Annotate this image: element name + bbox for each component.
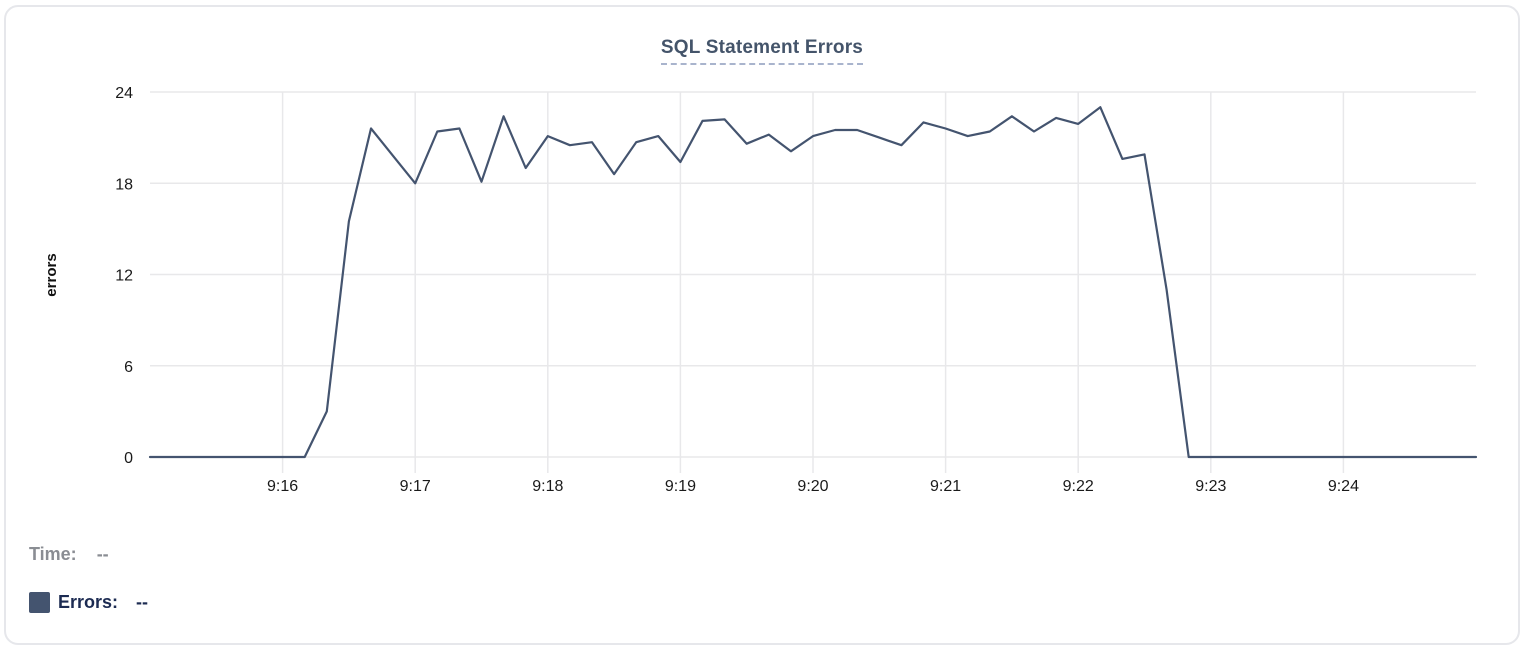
x-tick-label: 9:22 xyxy=(1063,478,1094,495)
y-tick-label: 24 xyxy=(115,85,133,102)
x-tick-label: 9:21 xyxy=(930,478,961,495)
errors-series-line[interactable] xyxy=(148,106,1478,459)
y-axis-title: errors xyxy=(43,253,60,296)
x-tick-label: 9:19 xyxy=(665,478,696,495)
tooltip-time-label: Time: xyxy=(29,543,77,564)
chart-card: SQL Statement Errors 0 6 12 18 24 9:16 9:17 9:1… xyxy=(4,5,1520,645)
chart-title[interactable]: SQL Statement Errors xyxy=(660,37,864,65)
x-tick-label: 9:16 xyxy=(267,478,298,495)
y-tick-label: 6 xyxy=(124,359,133,376)
chart-header: SQL Statement Errors xyxy=(6,37,1518,65)
y-tick-label: 18 xyxy=(115,176,133,193)
x-tick-label: 9:23 xyxy=(1195,478,1226,495)
errors-line-chart[interactable]: 0 6 12 18 24 9:16 9:17 9:18 9:19 9:20 9:21 9:22 9:23… xyxy=(6,7,1520,507)
x-tick-label: 9:17 xyxy=(400,478,431,495)
x-tick-label: 9:24 xyxy=(1328,478,1359,495)
tooltip-errors-value: -- xyxy=(136,591,149,612)
x-tick-label: 9:20 xyxy=(797,478,828,495)
y-tick-label: 12 xyxy=(115,268,133,285)
errors-series-swatch xyxy=(29,591,50,613)
tooltip-time-row: Time: -- xyxy=(29,543,148,565)
tooltip-time-value: -- xyxy=(96,543,109,564)
chart-tooltip-readout: Time: -- Errors: -- xyxy=(29,543,148,613)
tooltip-errors-row: Errors: -- xyxy=(29,591,148,613)
y-tick-label: 0 xyxy=(124,450,133,467)
x-tick-label: 9:18 xyxy=(532,478,563,495)
tooltip-errors-label: Errors: xyxy=(58,591,119,612)
